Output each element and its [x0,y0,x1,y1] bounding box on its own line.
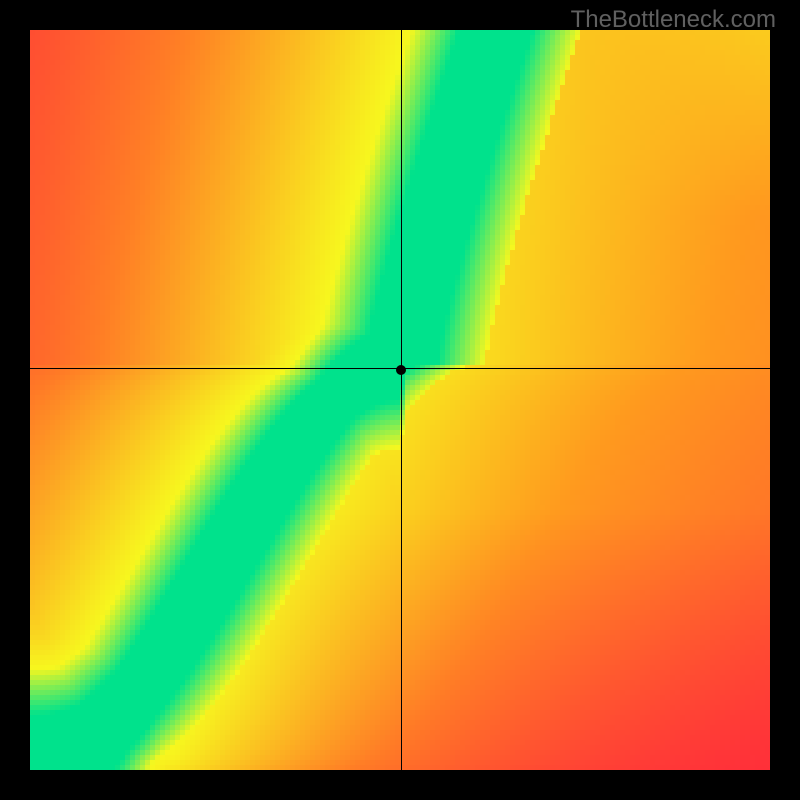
watermark-text: TheBottleneck.com [571,6,776,34]
crosshair-vertical [401,30,402,770]
chart-container: TheBottleneck.com [0,0,800,800]
